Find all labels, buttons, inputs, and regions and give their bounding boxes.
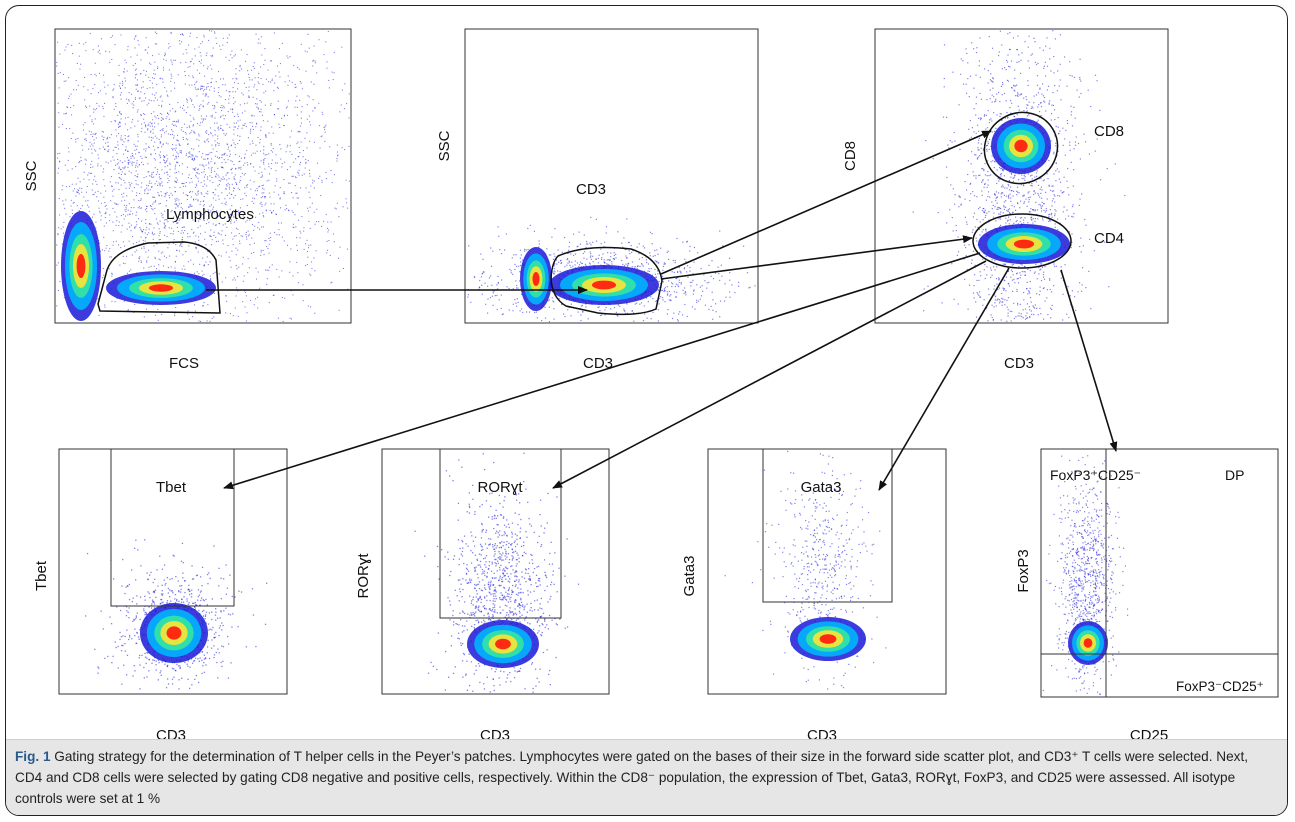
plot-frame <box>54 28 352 324</box>
cd3-gate <box>550 246 663 316</box>
caption-band: Fig. 1 Gating strategy for the determina… <box>6 739 1287 815</box>
cd4-gate <box>972 213 1072 269</box>
y-axis-label: SSC <box>23 160 40 191</box>
y-axis-label: Gata3 <box>681 556 698 597</box>
scatter-dots <box>724 450 887 690</box>
rorgt-gate <box>439 448 562 619</box>
scatter-dots <box>912 30 1126 322</box>
scatter-dots <box>1042 455 1129 695</box>
gate-label-tbet: Tbet <box>156 479 187 496</box>
y-axis-label: SSC <box>436 130 453 161</box>
lymphocyte-gate <box>97 241 221 314</box>
figure-frame: Lymphocytes FCS SSC CD3 CD3 SSC CD8 CD4 … <box>5 5 1288 816</box>
y-axis-label: CD8 <box>842 141 859 171</box>
panel-cd3-tbet: Tbet CD3 Tbet <box>33 448 288 739</box>
arrow-cd4-to-rorgt <box>552 260 987 489</box>
x-axis-label: CD25 <box>1130 727 1168 739</box>
x-axis-label: CD3 <box>480 727 510 739</box>
x-axis-label: CD3 <box>583 355 613 372</box>
gate-label-cd4: CD4 <box>1094 230 1124 247</box>
caption-text: Gating strategy for the determination of… <box>15 749 1249 806</box>
plot-frame <box>1040 448 1279 698</box>
y-axis-label: FoxP3 <box>1015 549 1032 592</box>
gate-label-cd8: CD8 <box>1094 123 1124 140</box>
panel-cd3-gata3: Gata3 CD3 Gata3 <box>681 448 947 739</box>
tbet-gate <box>110 448 235 607</box>
panel-cd25-foxp3: FoxP3⁺CD25⁻ DP FoxP3⁻CD25⁺ CD25 FoxP3 <box>1015 448 1279 739</box>
scatter-dots <box>467 216 756 323</box>
arrow-cd4-to-gata3 <box>878 267 1010 491</box>
arrow-cd4-to-tbet <box>223 252 981 490</box>
gating-arrows <box>206 130 1118 491</box>
figure-caption: Fig. 1 Gating strategy for the determina… <box>15 746 1277 809</box>
scatter-dots <box>85 539 268 690</box>
plot-frame <box>874 28 1169 324</box>
y-axis-label: Tbet <box>33 560 50 591</box>
x-axis-label: FCS <box>169 355 199 372</box>
x-axis-label: CD3 <box>807 727 837 739</box>
gate-label-lymphocytes: Lymphocytes <box>166 206 254 223</box>
gate-label-rorgt: RORɣt <box>477 479 523 496</box>
quadrant-label-foxp3neg-cd25pos: FoxP3⁻CD25⁺ <box>1176 679 1264 694</box>
arrow-cd4-to-foxp3 <box>1060 269 1118 452</box>
cd8-gate <box>983 111 1059 185</box>
arrow-cd3-to-cd8 <box>660 130 992 275</box>
gata3-gate <box>762 448 893 603</box>
panel-cd3-cd8: CD8 CD4 CD3 CD8 <box>842 28 1169 372</box>
panel-cd3-ssc: CD3 CD3 SSC <box>436 28 759 372</box>
gating-figure: Lymphocytes FCS SSC CD3 CD3 SSC CD8 CD4 … <box>23 28 1279 739</box>
panel-cd3-rorgt: RORɣt CD3 RORɣt <box>355 448 610 739</box>
y-axis-label: RORɣt <box>355 553 372 599</box>
caption-label: Fig. 1 <box>15 749 51 764</box>
x-axis-label: CD3 <box>156 727 186 739</box>
quadrant-label-dp: DP <box>1225 467 1244 483</box>
gate-label-gata3: Gata3 <box>801 479 842 496</box>
scatter-dots <box>56 30 350 322</box>
arrow-cd3-to-cd4 <box>660 235 973 280</box>
scatter-dots <box>414 452 580 693</box>
gate-label-cd3: CD3 <box>576 181 606 198</box>
x-axis-label: CD3 <box>1004 355 1034 372</box>
panel-fcs-ssc: Lymphocytes FCS SSC <box>23 28 352 372</box>
plot-frame <box>464 28 759 324</box>
quadrant-label-foxp3pos-cd25neg: FoxP3⁺CD25⁻ <box>1050 467 1141 483</box>
